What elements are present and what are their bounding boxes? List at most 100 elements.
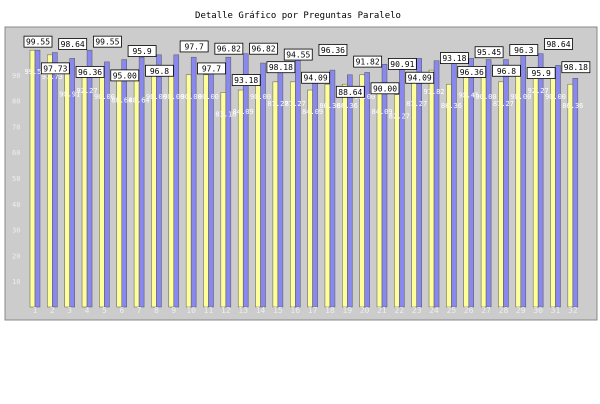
bar-series-1 — [307, 89, 313, 308]
value-box — [335, 85, 365, 98]
value-box-label: 98.18 — [564, 63, 588, 72]
category-label: 9 — [171, 306, 176, 315]
bar-series-2 — [468, 58, 474, 308]
value-box-label: 96.36 — [460, 68, 484, 77]
bar-series-2 — [225, 56, 232, 308]
value-box-label: 91.82 — [356, 58, 380, 67]
in-bar-value-label: 99.55 — [24, 68, 45, 76]
value-box-label: 94.55 — [286, 51, 310, 60]
bar-series-1 — [376, 89, 383, 308]
y-tick-label: 60 — [12, 149, 20, 157]
value-box-label: 98.64 — [546, 40, 570, 49]
category-label: 15 — [273, 306, 283, 315]
in-bar-value-label: 92.27 — [528, 87, 549, 95]
y-tick-label: 40 — [12, 201, 20, 209]
in-bar-value-label: 86.36 — [562, 102, 583, 110]
category-label: 11 — [204, 306, 214, 315]
bar-series-1 — [428, 69, 435, 308]
value-box-label: 97.7 — [185, 42, 204, 51]
bar-series-2 — [34, 49, 41, 308]
bar-series-1 — [342, 83, 348, 308]
in-bar-value-label: 90.45 — [458, 92, 479, 100]
bar-series-2 — [242, 53, 249, 308]
chart-title: Detalle Gráfico por Preguntas Paralelo — [195, 11, 401, 21]
in-bar-value-label: 87.27 — [267, 100, 288, 108]
value-boxes: 99.5597.7398.6496.3699.5595.0095.996.897… — [23, 35, 591, 98]
in-bar-value-label: 87.27 — [493, 100, 514, 108]
value-box — [197, 62, 226, 75]
category-label: 28 — [499, 306, 509, 315]
in-bar-value-label: 84.09 — [302, 108, 323, 116]
in-bar-value-label: 87.27 — [406, 100, 427, 108]
in-bar-value-label: 90.00 — [250, 93, 271, 101]
in-bar-value-label: 90.00 — [181, 93, 202, 101]
category-label: 26 — [464, 306, 474, 315]
value-box — [283, 48, 313, 61]
value-box-label: 95.45 — [477, 48, 501, 57]
value-box — [110, 69, 140, 82]
bar-series-2 — [416, 58, 422, 308]
category-label: 20 — [360, 306, 370, 315]
bar-series-2 — [190, 56, 197, 308]
category-label: 25 — [447, 306, 457, 315]
bar-series-2 — [173, 54, 180, 308]
category-label: 8 — [154, 306, 159, 315]
in-bar-value-label: 86.36 — [337, 102, 358, 110]
value-box-label: 97.73 — [43, 64, 67, 73]
value-box-label: 99.55 — [26, 38, 50, 47]
bar-series-1 — [116, 78, 122, 308]
y-tick-label: 50 — [12, 175, 20, 183]
bar-series-1 — [133, 78, 140, 308]
bar-series-2 — [121, 59, 127, 308]
value-box — [75, 65, 105, 78]
in-bar-value-label: 92.27 — [77, 87, 98, 95]
bar-series-1 — [151, 74, 157, 308]
category-label: 17 — [308, 306, 318, 315]
bar-series-1 — [567, 83, 574, 308]
bar-series-1 — [290, 81, 296, 308]
in-bar-labels: 99.5597.7390.9192.2790.0088.6488.6490.00… — [24, 68, 583, 121]
in-bar-value-label: 90.00 — [94, 93, 115, 101]
bar-series-2 — [69, 58, 75, 308]
in-bar-value-label: 84.09 — [233, 108, 254, 116]
y-tick-label: 10 — [12, 278, 20, 286]
category-label: 24 — [429, 306, 439, 315]
bar-series-1 — [446, 83, 452, 308]
in-bar-value-label: 90.00 — [545, 93, 566, 101]
bar-series-1 — [29, 49, 36, 308]
category-label: 1 — [33, 306, 38, 315]
value-box-label: 99.55 — [95, 38, 119, 47]
category-label: 12 — [221, 306, 231, 315]
bar-series-2 — [451, 56, 457, 308]
in-bar-value-label: 86.36 — [441, 102, 462, 110]
value-box-label: 96.82 — [217, 45, 241, 54]
bar-series-1 — [324, 83, 331, 308]
category-label: 13 — [238, 306, 248, 315]
value-box-label: 90.91 — [390, 60, 414, 69]
in-bar-value-label: 87.27 — [285, 100, 306, 108]
in-bar-value-label: 90.00 — [163, 93, 184, 101]
value-box — [145, 64, 174, 77]
y-tick-label: 20 — [12, 252, 20, 260]
category-label: 16 — [290, 306, 300, 315]
value-box — [387, 58, 417, 70]
bar-series-2 — [433, 60, 440, 308]
category-label: 14 — [256, 306, 266, 315]
category-label: 2 — [50, 306, 55, 315]
value-box — [318, 43, 348, 56]
bar-series-1 — [168, 74, 175, 308]
in-bar-value-label: 86.36 — [319, 102, 340, 110]
bar-series-1 — [480, 74, 487, 308]
category-label: 21 — [377, 306, 387, 315]
value-box — [40, 62, 70, 75]
in-bar-value-label: 90.91 — [59, 90, 80, 98]
value-box-label: 96.3 — [514, 46, 533, 55]
category-label: 19 — [342, 306, 352, 315]
category-label: 22 — [395, 306, 405, 315]
value-box-label: 93.18 — [442, 54, 466, 63]
bar-series-1 — [220, 92, 227, 308]
bar-series-1 — [237, 89, 244, 308]
bar-series-2 — [520, 52, 527, 308]
bar-series-2 — [364, 72, 370, 308]
